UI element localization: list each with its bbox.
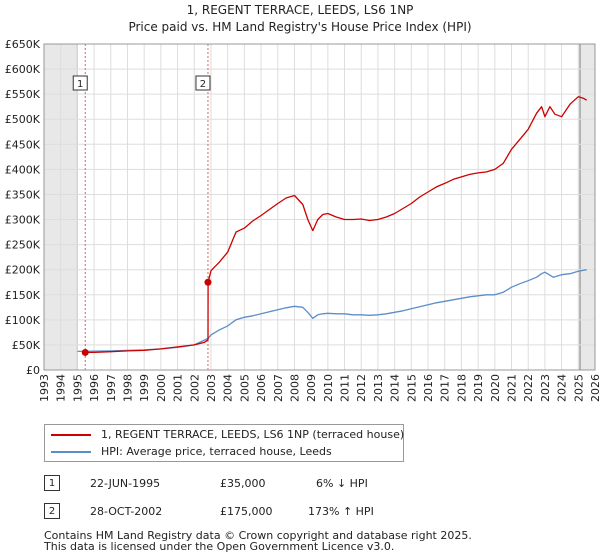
transaction-hpi: 6% ↓ HPI bbox=[316, 477, 368, 490]
y-tick-label: £500K bbox=[5, 113, 41, 126]
table-row: 2 28-OCT-2002 £175,000 173% ↑ HPI bbox=[44, 502, 564, 522]
y-tick-label: £350K bbox=[5, 188, 41, 201]
chart-title: 1, REGENT TERRACE, LEEDS, LS6 1NP Price … bbox=[0, 2, 600, 36]
legend-item-hpi: HPI: Average price, terraced house, Leed… bbox=[51, 444, 332, 460]
x-tick-label: 2015 bbox=[405, 374, 418, 402]
x-tick-label: 2002 bbox=[188, 374, 201, 402]
y-tick-labels: £0 £50K £100K £150K £200K £250K £300K £350K £400… bbox=[5, 38, 41, 377]
x-tick-label: 2021 bbox=[506, 374, 519, 402]
x-tick-label: 2012 bbox=[355, 374, 368, 402]
x-tick-labels: 1993 1994 1995 1996 1997 1998 1999 2000 2001 2002… bbox=[38, 374, 600, 402]
y-tick-label: £150K bbox=[5, 289, 41, 302]
shaded-range bbox=[579, 44, 595, 370]
x-tick-label: 2000 bbox=[155, 374, 168, 402]
y-tick-label: £0 bbox=[26, 364, 40, 377]
transaction-number: 1 bbox=[44, 475, 60, 491]
x-tick-label: 2010 bbox=[322, 374, 335, 402]
x-tick-label: 2019 bbox=[472, 374, 485, 402]
x-tick-label: 2001 bbox=[172, 374, 185, 402]
y-tick-label: £300K bbox=[5, 214, 41, 227]
y-tick-label: £450K bbox=[5, 138, 41, 151]
x-tick-label: 2026 bbox=[589, 374, 600, 402]
x-tick-label: 2016 bbox=[422, 374, 435, 402]
x-tick-label: 2008 bbox=[288, 374, 301, 402]
transaction-date: 28-OCT-2002 bbox=[90, 505, 163, 518]
chart-title-line1: 1, REGENT TERRACE, LEEDS, LS6 1NP bbox=[186, 3, 414, 17]
footer-copyright: Contains HM Land Registry data © Crown c… bbox=[44, 529, 472, 542]
x-tick-label: 1993 bbox=[38, 374, 51, 402]
shaded-regions bbox=[44, 44, 595, 370]
transaction-point bbox=[81, 348, 89, 356]
x-tick-label: 1995 bbox=[71, 374, 84, 402]
table-row: 1 22-JUN-1995 £35,000 6% ↓ HPI bbox=[44, 474, 564, 494]
x-tick-label: 1994 bbox=[55, 374, 68, 402]
x-tick-label: 1996 bbox=[88, 374, 101, 402]
y-tick-label: £250K bbox=[5, 239, 41, 252]
chart-legend: 1, REGENT TERRACE, LEEDS, LS6 1NP (terra… bbox=[44, 424, 404, 462]
x-tick-label: 2023 bbox=[539, 374, 552, 402]
x-tick-label: 2006 bbox=[255, 374, 268, 402]
y-tick-label: £200K bbox=[5, 264, 41, 277]
y-tick-label: £550K bbox=[5, 88, 41, 101]
x-tick-label: 2022 bbox=[522, 374, 535, 402]
x-tick-label: 2004 bbox=[222, 374, 235, 402]
y-tick-label: £50K bbox=[12, 339, 41, 352]
chart-title-line2: Price paid vs. HM Land Registry's House … bbox=[128, 20, 472, 34]
legend-label-property: 1, REGENT TERRACE, LEEDS, LS6 1NP (terra… bbox=[101, 428, 405, 441]
annotation-label: 2 bbox=[200, 79, 206, 90]
annotation-badge bbox=[195, 75, 211, 91]
x-tick-label: 2013 bbox=[372, 374, 385, 402]
x-tick-label: 2024 bbox=[556, 374, 569, 402]
plot-background bbox=[44, 44, 595, 370]
transaction-markers bbox=[81, 278, 212, 356]
axes bbox=[43, 43, 596, 371]
legend-swatch-blue bbox=[51, 451, 91, 453]
y-tick-label: £600K bbox=[5, 63, 41, 76]
x-tick-label: 1999 bbox=[138, 374, 151, 402]
y-tick-label: £400K bbox=[5, 163, 41, 176]
series-line bbox=[77, 269, 587, 353]
annotation-badge bbox=[72, 75, 88, 91]
price-chart: £0 £50K £100K £150K £200K £250K £300K £350K £400… bbox=[5, 38, 600, 402]
x-tick-label: 1998 bbox=[121, 374, 134, 402]
transaction-price: £175,000 bbox=[220, 505, 273, 518]
x-tick-label: 2025 bbox=[572, 374, 585, 402]
x-tick-label: 2017 bbox=[439, 374, 452, 402]
annotation-label: 1 bbox=[77, 79, 83, 90]
transaction-hpi: 173% ↑ HPI bbox=[308, 505, 374, 518]
transaction-number: 2 bbox=[44, 503, 60, 519]
footer-licence: This data is licensed under the Open Gov… bbox=[44, 540, 395, 553]
x-tick-label: 2003 bbox=[205, 374, 218, 402]
x-tick-label: 2009 bbox=[305, 374, 318, 402]
x-tick-label: 2011 bbox=[339, 374, 352, 402]
footer-attribution: Contains HM Land Registry data © Crown c… bbox=[44, 530, 472, 552]
x-tick-label: 2007 bbox=[272, 374, 285, 402]
x-tick-label: 2005 bbox=[238, 374, 251, 402]
x-tick-label: 2020 bbox=[489, 374, 502, 402]
plot-frame bbox=[43, 43, 596, 371]
transaction-date: 22-JUN-1995 bbox=[90, 477, 161, 490]
x-tick-label: 2014 bbox=[389, 374, 402, 402]
transaction-price: £35,000 bbox=[220, 477, 266, 490]
legend-item-property: 1, REGENT TERRACE, LEEDS, LS6 1NP (terra… bbox=[51, 427, 404, 443]
y-tick-label: £100K bbox=[5, 314, 41, 327]
x-tick-label: 2018 bbox=[455, 374, 468, 402]
x-tick-label: 1997 bbox=[105, 374, 118, 402]
legend-label-hpi: HPI: Average price, terraced house, Leed… bbox=[101, 445, 332, 458]
y-tick-label: £650K bbox=[5, 38, 41, 51]
transaction-point bbox=[204, 278, 212, 286]
legend-swatch-red bbox=[51, 434, 91, 436]
